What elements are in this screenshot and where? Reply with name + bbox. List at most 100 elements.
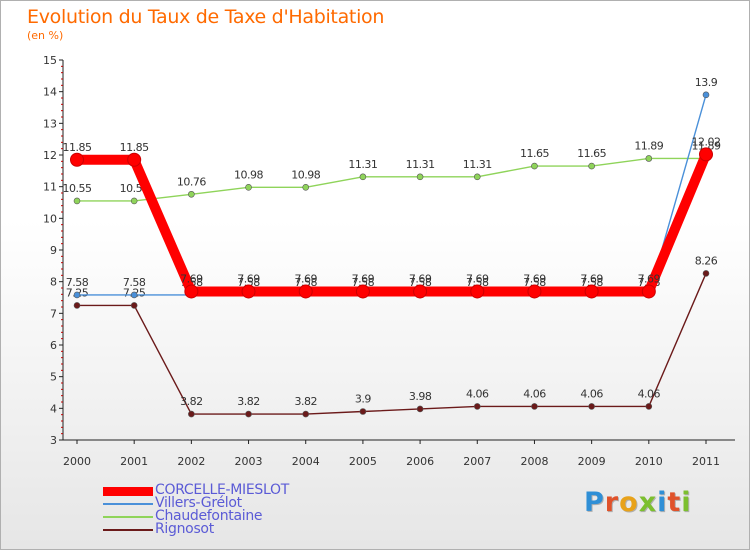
data-label: 7.58 <box>580 276 603 289</box>
data-point <box>188 190 195 198</box>
data-point <box>355 284 370 299</box>
data-label: 4.06 <box>580 387 603 400</box>
data-point <box>70 152 84 167</box>
data-point <box>645 155 653 162</box>
data-point <box>588 403 595 410</box>
data-label: 4.06 <box>638 387 661 400</box>
x-tick-label: 2011 <box>692 455 720 468</box>
data-label: 11.85 <box>120 141 149 154</box>
data-point <box>130 291 138 299</box>
data-label: 10.98 <box>291 168 320 181</box>
data-label: 11.31 <box>406 158 435 171</box>
data-label: 7.58 <box>294 276 317 289</box>
data-point <box>188 410 195 418</box>
y-tick-label: 12 <box>43 149 57 162</box>
x-tick-label: 2010 <box>635 455 663 468</box>
data-label: 7.69 <box>638 272 661 285</box>
data-label: 3.98 <box>409 390 432 403</box>
data-point <box>702 91 710 99</box>
data-label: 7.58 <box>66 276 89 289</box>
data-label: 11.85 <box>63 141 92 154</box>
y-tick-label: 8 <box>50 276 57 289</box>
data-label: 10.55 <box>63 182 92 195</box>
data-label: 11.89 <box>692 139 721 152</box>
data-label: 11.31 <box>348 158 377 171</box>
y-tick-label: 15 <box>43 54 57 67</box>
data-label: 12.02 <box>692 135 721 148</box>
data-point <box>641 284 656 299</box>
data-label: 13.9 <box>695 76 718 89</box>
x-tick-label: 2002 <box>177 455 205 468</box>
data-point <box>531 403 538 410</box>
x-tick-label: 2006 <box>406 455 434 468</box>
data-point <box>245 184 252 191</box>
series-line <box>76 272 707 415</box>
series-line <box>76 157 707 202</box>
data-label: 4.06 <box>466 387 489 400</box>
data-label: 11.89 <box>634 139 663 152</box>
legend-swatch <box>103 529 153 531</box>
data-point <box>413 284 428 299</box>
y-tick-label: 3 <box>50 434 57 447</box>
data-label: 7.58 <box>523 276 546 289</box>
chart-title: Evolution du Taux de Taxe d'Habitation <box>27 6 385 28</box>
logo-letter: x <box>638 487 658 518</box>
data-label: 7.69 <box>294 272 317 285</box>
data-label: 3.82 <box>294 395 317 408</box>
data-label: 7.69 <box>466 272 489 285</box>
data-label: 7.69 <box>580 272 603 285</box>
data-point <box>241 284 256 299</box>
data-point <box>527 284 542 299</box>
y-tick-label: 13 <box>43 117 57 130</box>
data-point <box>473 173 481 181</box>
data-point <box>584 284 599 299</box>
logo-letter: o <box>619 487 639 518</box>
data-label: 3.9 <box>355 393 371 406</box>
data-point <box>359 408 367 415</box>
data-point <box>470 284 485 299</box>
legend-swatch <box>103 487 153 496</box>
logo-letter: t <box>667 487 682 518</box>
y-tick-label: 7 <box>50 307 57 320</box>
x-tick-label: 2003 <box>235 455 263 468</box>
data-label: 7.69 <box>237 272 260 285</box>
data-label: 7.58 <box>123 276 146 289</box>
data-label: 7.69 <box>409 272 432 285</box>
data-point <box>302 184 310 191</box>
data-point <box>73 197 81 205</box>
data-label: 7.58 <box>409 276 432 289</box>
data-point <box>130 302 138 309</box>
y-tick-label: 6 <box>50 339 57 352</box>
data-point <box>245 410 252 418</box>
data-point <box>359 173 367 181</box>
data-label: 3.82 <box>180 395 203 408</box>
legend-swatch <box>103 516 153 518</box>
logo-letter: i <box>657 487 668 518</box>
data-label: 7.58 <box>237 276 260 289</box>
data-point <box>473 403 481 410</box>
legend-swatch <box>103 503 153 505</box>
series-line <box>72 149 711 297</box>
data-point <box>531 162 538 170</box>
data-point <box>702 270 710 277</box>
logo-letter: P <box>584 487 605 518</box>
data-point <box>184 284 199 299</box>
x-tick-label: 2005 <box>349 455 377 468</box>
logo-letter: r <box>604 487 620 518</box>
data-point <box>302 410 310 418</box>
data-label: 7.69 <box>523 272 546 285</box>
data-point <box>127 152 142 167</box>
data-point <box>416 405 424 413</box>
x-tick-label: 2007 <box>463 455 491 468</box>
x-tick-label: 2009 <box>578 455 606 468</box>
data-label: 8.26 <box>695 254 718 267</box>
data-label: 11.31 <box>463 158 492 171</box>
y-tick-label: 9 <box>50 244 57 257</box>
logo-letter: i <box>681 487 692 518</box>
data-label: 3.82 <box>237 395 260 408</box>
y-tick-label: 4 <box>50 402 57 415</box>
legend-label: Villers-Grélot <box>155 495 242 511</box>
y-tick-label: 14 <box>43 86 57 99</box>
